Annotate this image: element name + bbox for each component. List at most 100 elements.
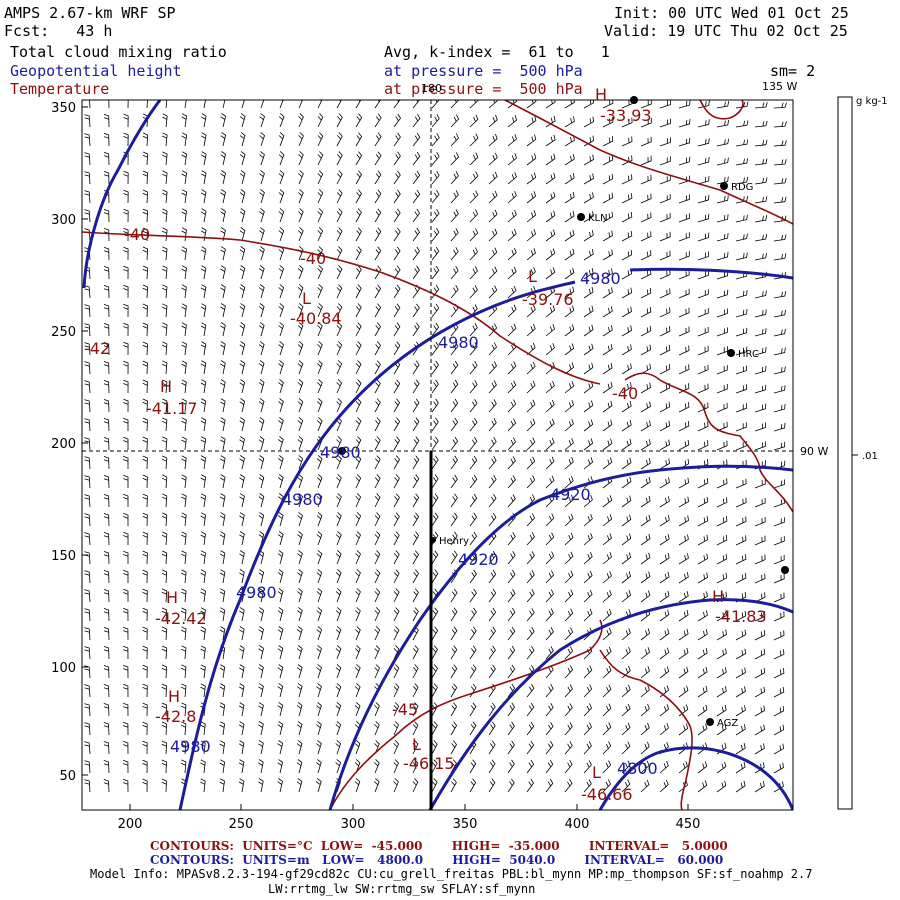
wind-barb bbox=[507, 380, 517, 394]
wind-barb bbox=[450, 607, 458, 622]
y-tick-label: 50 bbox=[59, 769, 76, 784]
wind-barb bbox=[735, 478, 747, 489]
wind-barb bbox=[278, 417, 284, 432]
wind-barb bbox=[181, 227, 187, 242]
wind-barb bbox=[336, 455, 342, 470]
wind-barb bbox=[220, 189, 226, 204]
wind-barb bbox=[697, 629, 708, 641]
wind-barb bbox=[258, 360, 265, 375]
wind-barb bbox=[355, 569, 361, 584]
wind-barb bbox=[277, 759, 284, 774]
wind-barb bbox=[316, 645, 322, 660]
wind-barb bbox=[450, 209, 459, 223]
wind-barb bbox=[754, 196, 768, 204]
wind-barb bbox=[545, 589, 554, 603]
wind-barb bbox=[277, 683, 284, 698]
wind-barb bbox=[123, 664, 129, 679]
wind-barb bbox=[336, 227, 343, 242]
wind-barb bbox=[450, 493, 458, 508]
wind-barb bbox=[123, 379, 129, 394]
wind-barb bbox=[469, 380, 478, 394]
wind-barb bbox=[412, 664, 419, 679]
wind-barb bbox=[697, 157, 710, 166]
wind-barb bbox=[336, 170, 343, 185]
wind-barb bbox=[84, 760, 91, 774]
wind-barb bbox=[469, 209, 479, 223]
wind-barb bbox=[181, 569, 187, 584]
wind-barb bbox=[374, 702, 380, 717]
wind-barb bbox=[355, 303, 362, 318]
wind-barb bbox=[374, 474, 381, 489]
wind-barb bbox=[659, 723, 669, 736]
wind-barb bbox=[142, 474, 148, 489]
wind-barb bbox=[412, 588, 419, 603]
wind-barb bbox=[142, 569, 148, 584]
temp-contour-info: CONTOURS: UNITS=°C LOW= -45.000 HIGH= -3… bbox=[150, 839, 728, 853]
wind-barb bbox=[507, 475, 516, 489]
stations: KLN RDG HRC Henry AGZ bbox=[338, 96, 789, 729]
wind-barb bbox=[621, 476, 632, 489]
wind-barb bbox=[469, 512, 478, 527]
wind-barb bbox=[258, 740, 264, 755]
wind-barb bbox=[602, 779, 611, 793]
wind-barb bbox=[239, 132, 246, 147]
wind-barb bbox=[393, 417, 401, 432]
wind-barb bbox=[621, 174, 633, 185]
wind-barb bbox=[564, 684, 573, 698]
wind-barb bbox=[564, 191, 575, 204]
wind-barb bbox=[181, 702, 187, 717]
wind-barb bbox=[564, 778, 573, 793]
wind-barb bbox=[355, 189, 362, 204]
wind-barb bbox=[184, 100, 187, 109]
wind-barb bbox=[602, 400, 613, 413]
smoothing: sm= 2 bbox=[770, 62, 816, 80]
wind-barb bbox=[336, 113, 343, 128]
wind-barb bbox=[640, 363, 652, 375]
wind-barb bbox=[488, 607, 497, 622]
wind-barb bbox=[103, 304, 110, 318]
wind-barb bbox=[621, 344, 632, 356]
wind-barb bbox=[161, 417, 168, 432]
wind-barb bbox=[773, 422, 786, 432]
wind-barb bbox=[241, 100, 245, 109]
wind-barb bbox=[659, 231, 671, 242]
wind-barb bbox=[564, 494, 574, 508]
wind-barb bbox=[450, 171, 459, 185]
wind-barb bbox=[754, 290, 767, 299]
wind-barb bbox=[450, 512, 458, 527]
wind-barb bbox=[393, 455, 400, 470]
wind-barb bbox=[488, 759, 496, 774]
wind-barb bbox=[354, 683, 361, 698]
wind-barb bbox=[602, 722, 612, 736]
wind-barb bbox=[678, 666, 689, 679]
wind-barb bbox=[507, 418, 517, 432]
wind-barb bbox=[142, 189, 149, 204]
wind-barb bbox=[640, 193, 652, 204]
wind-barb bbox=[84, 456, 91, 470]
wind-barb bbox=[773, 611, 785, 622]
wind-barb bbox=[142, 645, 148, 660]
wind-barb bbox=[773, 159, 787, 166]
wind-barb bbox=[678, 685, 689, 698]
axis-ticks bbox=[82, 106, 689, 810]
wind-barb bbox=[355, 398, 362, 413]
wind-barb bbox=[602, 457, 613, 470]
wind-barb bbox=[507, 456, 516, 470]
wind-barb bbox=[488, 626, 496, 641]
wind-barb bbox=[583, 400, 594, 413]
wind-barb bbox=[697, 666, 708, 679]
wind-barb bbox=[773, 253, 787, 261]
wind-barb bbox=[735, 365, 747, 375]
temp-label: -33.93 bbox=[600, 106, 652, 125]
wind-barb bbox=[84, 513, 91, 527]
wind-barb bbox=[564, 362, 575, 375]
wind-barb bbox=[84, 171, 91, 185]
wind-barb bbox=[659, 363, 671, 375]
wind-barb bbox=[354, 702, 361, 717]
wind-barb bbox=[200, 265, 207, 280]
wind-barb bbox=[219, 607, 226, 622]
wind-barb bbox=[374, 645, 380, 660]
wind-barb bbox=[659, 439, 670, 451]
wind-barb bbox=[754, 648, 766, 660]
wind-barb bbox=[545, 608, 554, 622]
